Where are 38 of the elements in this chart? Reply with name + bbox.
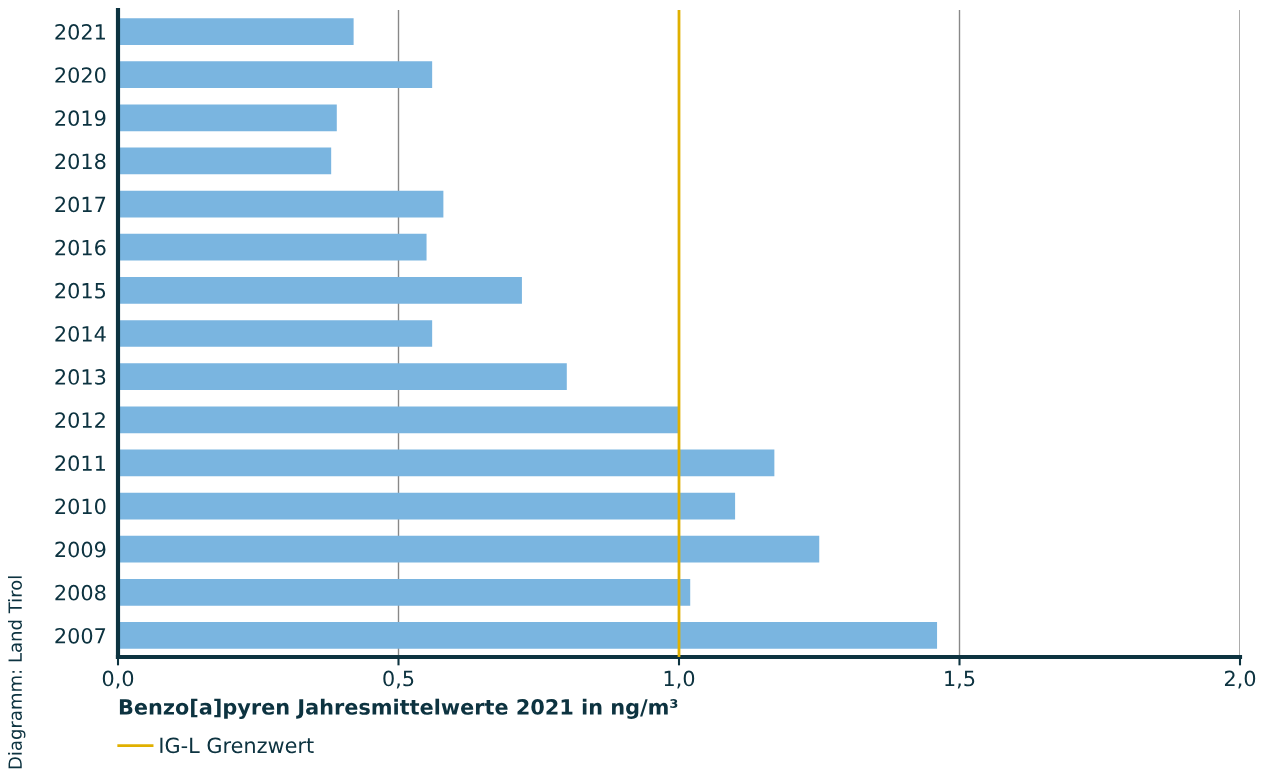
bar bbox=[118, 406, 679, 434]
bar bbox=[118, 277, 522, 304]
x-tick-label: 0,5 bbox=[383, 670, 414, 689]
bar bbox=[118, 104, 337, 132]
y-tick-label: 2008 bbox=[55, 584, 106, 601]
bar bbox=[118, 622, 938, 649]
y-tick-label: 2018 bbox=[55, 153, 106, 170]
bar bbox=[118, 492, 736, 520]
bar bbox=[118, 18, 354, 45]
text: Diagramm: Land Tirol bbox=[8, 576, 26, 769]
bar bbox=[118, 233, 427, 261]
bar bbox=[118, 449, 775, 477]
y-tick-label: 2007 bbox=[55, 627, 106, 644]
y-tick-label: 2010 bbox=[55, 498, 106, 515]
y-tick-label: 2021 bbox=[55, 24, 105, 40]
y-tick-label: 2017 bbox=[55, 196, 106, 213]
y-tick-label: 2015 bbox=[55, 282, 106, 299]
bar bbox=[118, 363, 567, 390]
y-tick-label: 2014 bbox=[55, 325, 106, 342]
y-tick-label: 2020 bbox=[55, 67, 106, 83]
bar bbox=[118, 190, 444, 218]
bar bbox=[118, 61, 433, 89]
bar bbox=[118, 320, 433, 347]
legend-label: IG-L Grenzwert bbox=[160, 737, 314, 754]
x-axis-title: Benzo[a]pyren Jahresmittelwerte 2021 in ng/m³ bbox=[119, 698, 678, 720]
x-tick-label: 1,5 bbox=[945, 670, 975, 689]
y-tick-label: 2009 bbox=[55, 541, 106, 558]
x-tick-label: 0,0 bbox=[102, 670, 134, 689]
y-tick-label: 2013 bbox=[55, 369, 106, 385]
bar bbox=[118, 147, 332, 175]
bar bbox=[118, 535, 820, 563]
y-tick-label: 2016 bbox=[55, 239, 106, 256]
y-tick-label: 2011 bbox=[55, 455, 105, 472]
y-tick-label: 2012 bbox=[55, 412, 105, 428]
x-tick-label: 1,0 bbox=[664, 670, 695, 689]
bar bbox=[118, 578, 691, 606]
x-tick-label: 2,0 bbox=[1224, 670, 1256, 689]
y-tick-label: 2019 bbox=[55, 110, 106, 127]
